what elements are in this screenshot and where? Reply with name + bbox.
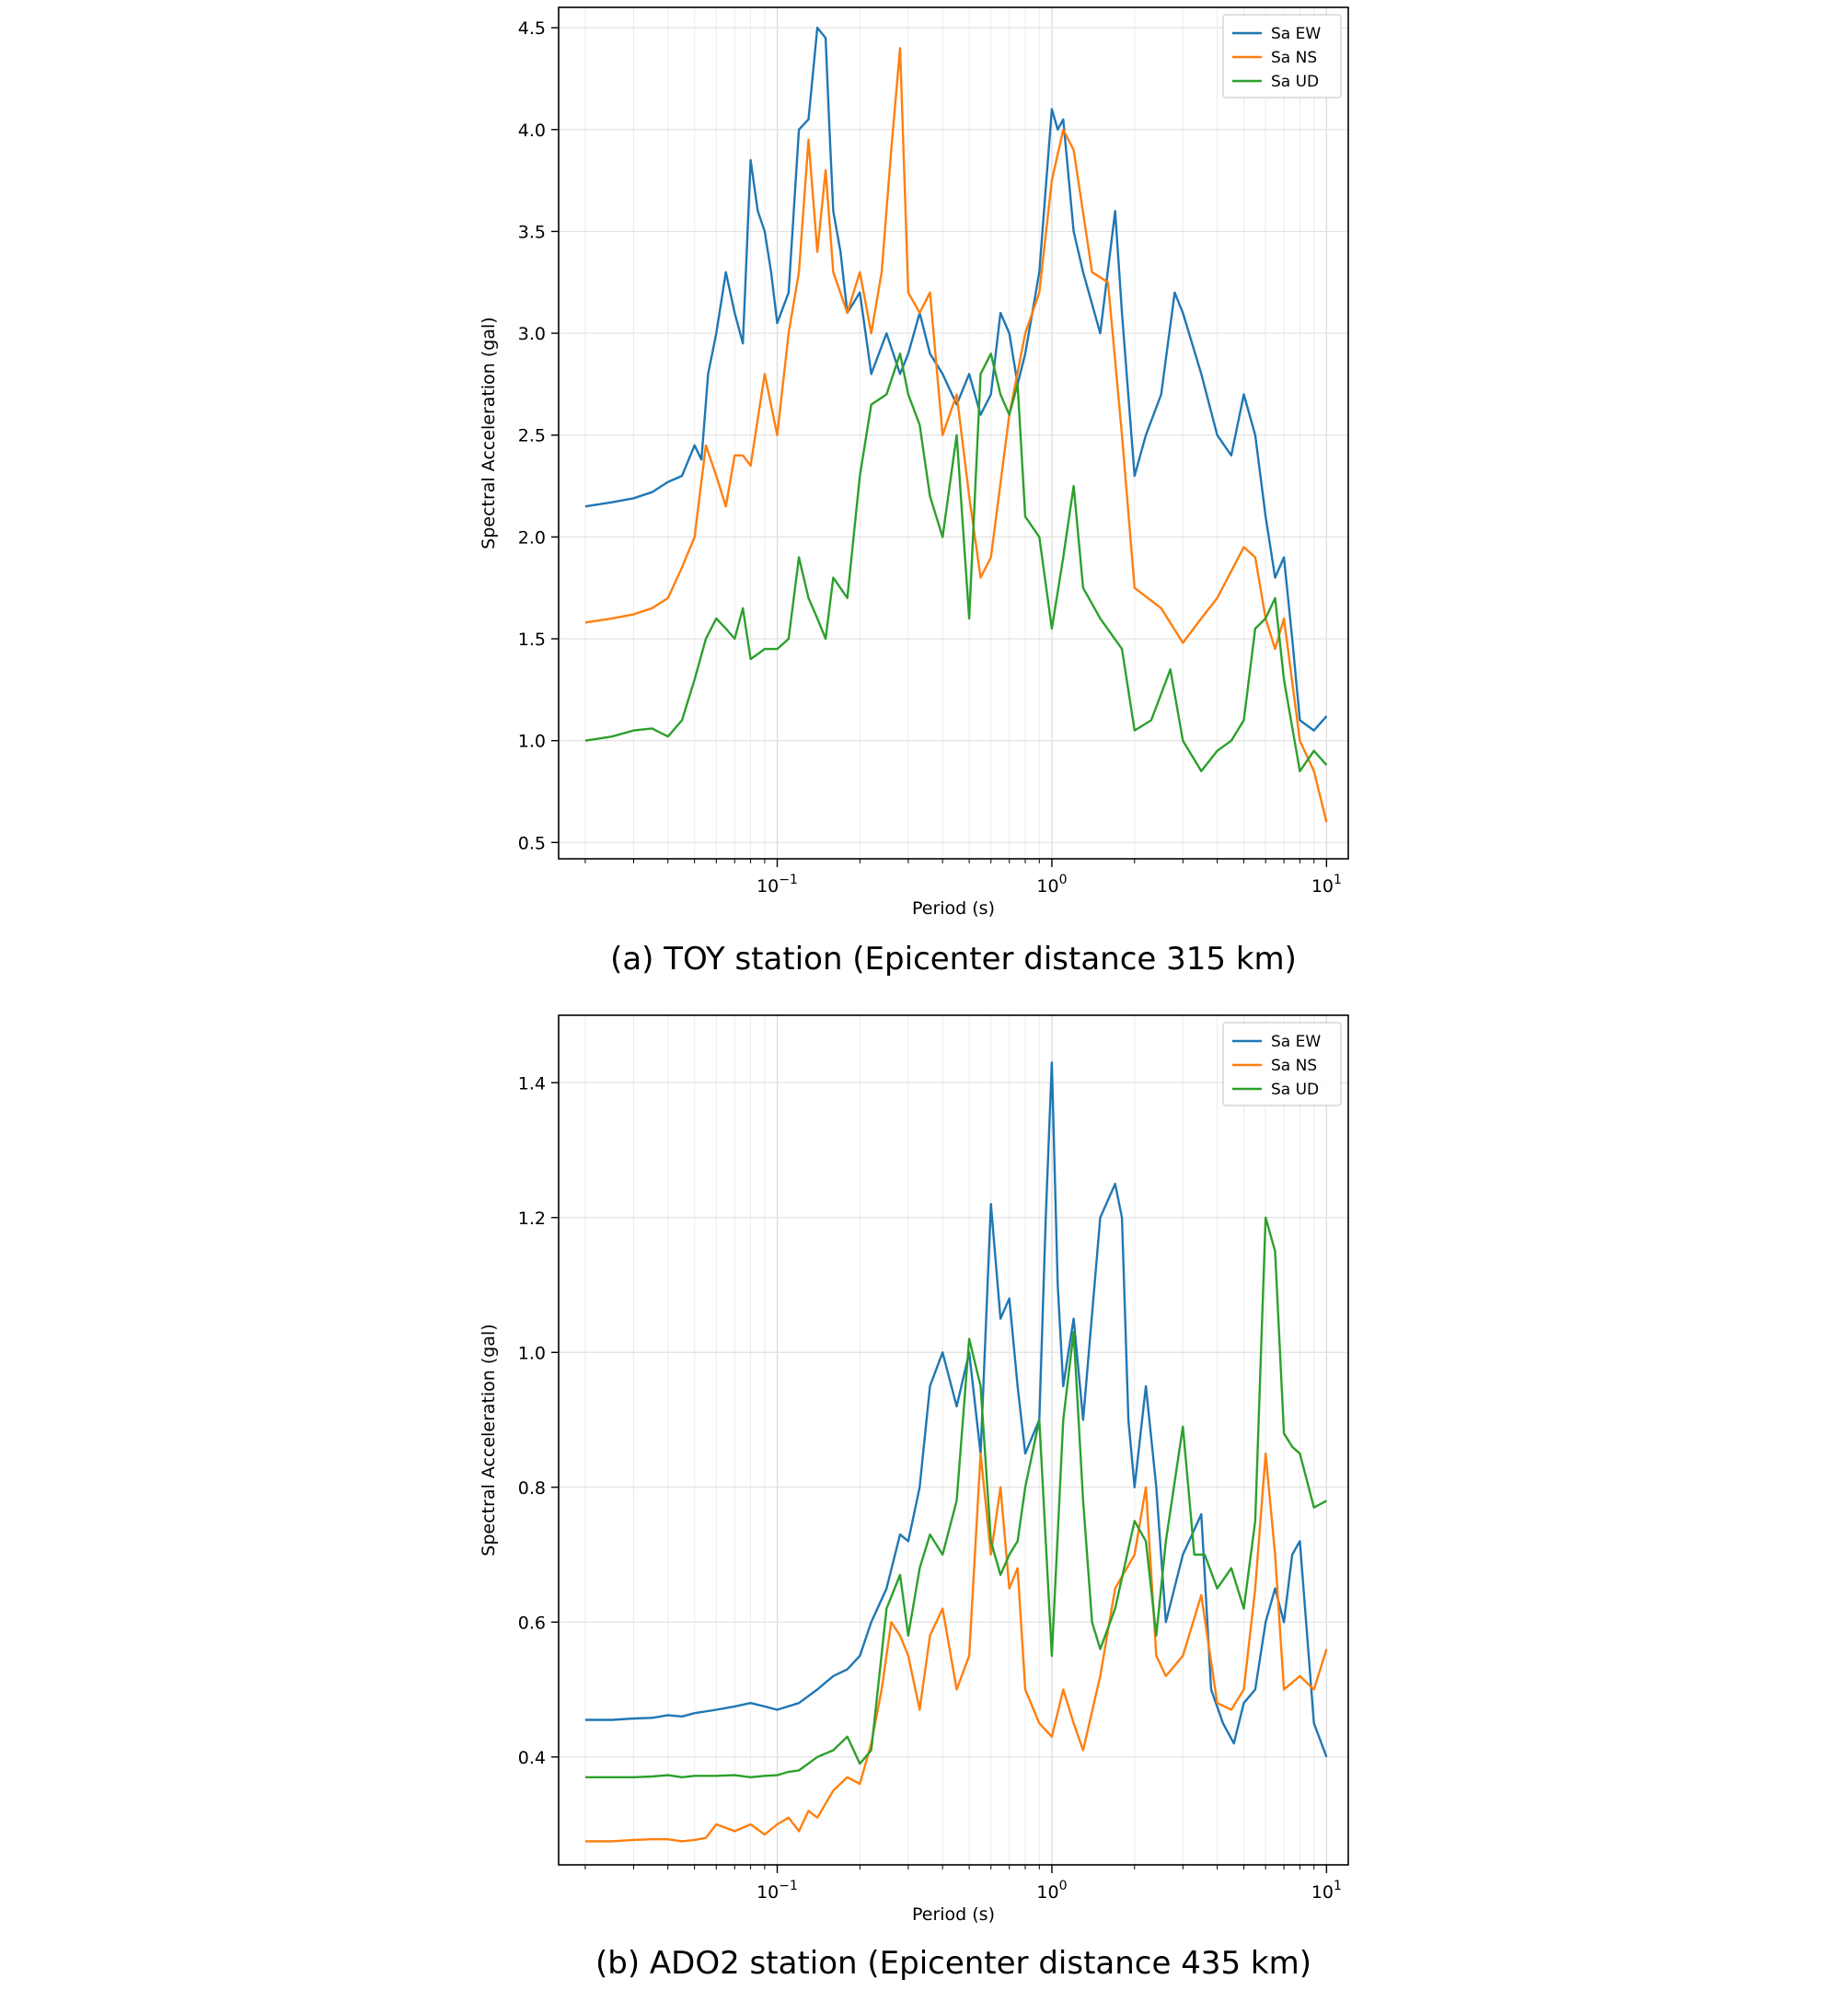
y-tick-label: 4.5 — [518, 18, 546, 39]
x-axis-label: Period (s) — [912, 1904, 995, 1925]
x-tick-exponent: −1 — [779, 1879, 798, 1893]
series-line-sa-ew — [584, 26, 1328, 732]
figure-caption: (a) TOY station (Epicenter distance 315 … — [610, 941, 1297, 978]
y-tick-label: 2.0 — [518, 527, 546, 548]
legend: Sa EW Sa NS Sa UD — [1222, 14, 1342, 98]
legend-label: Sa NS — [1271, 49, 1317, 67]
y-tick-label: 1.2 — [518, 1209, 546, 1229]
y-tick-label: 0.5 — [518, 833, 546, 853]
y-axis-label: Spectral Acceleration (gal) — [479, 317, 499, 549]
y-tick-label: 4.0 — [518, 121, 546, 141]
x-tick-label: 100 — [1036, 1879, 1067, 1903]
x-tick-base: 10 — [1036, 876, 1058, 897]
x-axis-ticks: 10−1 100 101 — [584, 859, 1342, 897]
x-tick-label: 10−1 — [757, 1879, 798, 1903]
y-tick-label: 1.0 — [518, 1343, 546, 1363]
y-tick-label: 2.5 — [518, 426, 546, 446]
y-tick-label: 0.4 — [518, 1748, 546, 1768]
x-axis-ticks: 10−1 100 101 — [584, 1865, 1342, 1903]
y-tick-label: 3.5 — [518, 222, 546, 242]
x-tick-exponent: 1 — [1334, 873, 1342, 887]
x-tick-exponent: 1 — [1334, 1879, 1342, 1893]
y-tick-label: 1.0 — [518, 732, 546, 752]
x-tick-base: 10 — [757, 1882, 779, 1903]
y-tick-label: 1.4 — [518, 1073, 546, 1094]
legend-label: Sa UD — [1271, 1081, 1319, 1099]
y-axis-label: Spectral Acceleration (gal) — [479, 1324, 499, 1556]
x-tick-base: 10 — [757, 876, 779, 897]
y-axis-ticks: 0.4 0.6 0.8 1.0 1.2 1.4 — [518, 1073, 559, 1768]
chart-panel-b: 0.40.60.81.01.21.4 10−1 100 101 Period (s)… — [479, 1014, 1349, 1982]
x-tick-exponent: 0 — [1059, 1879, 1068, 1893]
y-axis-ticks: 0.5 1.0 1.5 2.0 2.5 3.0 3.5 4.0 4.5 — [518, 18, 559, 853]
plot-frame — [558, 6, 1349, 860]
series-line-sa-ew — [584, 1061, 1328, 1758]
chart-panel-a: 0.51.01.52.02.53.03.54.04.5 10−1 100 101 P… — [479, 6, 1349, 978]
figure-caption: (b) ADO2 station (Epicenter distance 435… — [595, 1945, 1311, 1982]
series-line-sa-ud — [584, 353, 1328, 772]
y-tick-label: 0.8 — [518, 1478, 546, 1499]
x-tick-base: 10 — [1036, 1882, 1058, 1903]
y-tick-label: 3.0 — [518, 324, 546, 344]
x-tick-base: 10 — [1311, 876, 1334, 897]
x-axis-label: Period (s) — [912, 898, 995, 919]
series-line-sa-ns — [584, 1452, 1328, 1843]
y-tick-label: 1.5 — [518, 630, 546, 650]
legend-box — [1222, 14, 1342, 98]
x-tick-exponent: 0 — [1059, 873, 1068, 887]
x-tick-label: 10−1 — [757, 873, 798, 897]
legend-label: Sa EW — [1271, 25, 1321, 43]
legend-label: Sa EW — [1271, 1033, 1321, 1051]
y-tick-label: 0.6 — [518, 1613, 546, 1633]
legend-label: Sa UD — [1271, 73, 1319, 91]
series-line-sa-ud — [584, 1216, 1327, 1779]
legend-label: Sa NS — [1271, 1057, 1317, 1075]
x-tick-exponent: −1 — [779, 873, 798, 887]
x-tick-label: 100 — [1036, 873, 1067, 897]
x-tick-label: 101 — [1311, 1879, 1342, 1903]
x-tick-label: 101 — [1311, 873, 1342, 897]
legend: Sa EW Sa NS Sa UD — [1222, 1022, 1342, 1106]
plot-frame — [558, 1014, 1349, 1866]
x-tick-base: 10 — [1311, 1882, 1334, 1903]
legend-box — [1222, 1022, 1342, 1106]
series-line-sa-ns — [584, 47, 1328, 823]
